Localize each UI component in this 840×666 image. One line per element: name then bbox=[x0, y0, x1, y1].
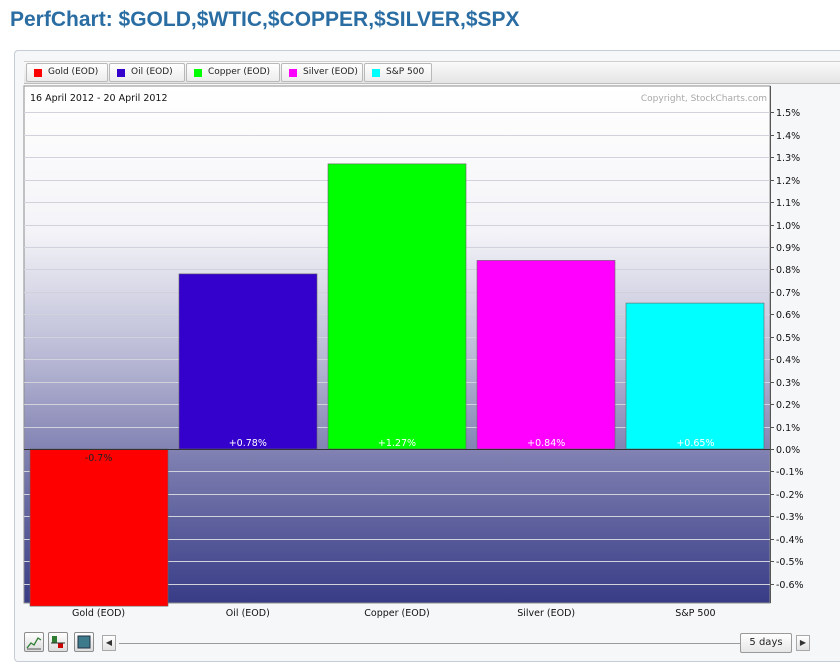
legend-item[interactable]: Gold (EOD) bbox=[26, 63, 108, 82]
bar-value-label: -0.7% bbox=[85, 453, 113, 464]
axes bbox=[24, 86, 774, 603]
legend-swatch bbox=[289, 69, 297, 77]
y-tick-label: -0.5% bbox=[776, 557, 804, 568]
y-tick-label: -0.2% bbox=[776, 490, 804, 501]
y-tick-label: 0.1% bbox=[776, 423, 800, 434]
page-title: PerfChart: $GOLD,$WTIC,$COPPER,$SILVER,$… bbox=[10, 8, 520, 31]
y-tick-label: 1.4% bbox=[776, 131, 800, 142]
legend-item[interactable]: S&P 500 bbox=[364, 63, 432, 82]
bar-value-label: +0.65% bbox=[676, 438, 714, 449]
legend-item[interactable]: Silver (EOD) bbox=[281, 63, 363, 82]
date-range-label: 16 April 2012 - 20 April 2012 bbox=[30, 93, 168, 104]
scroll-track[interactable] bbox=[119, 643, 744, 644]
y-tick-label: 1.1% bbox=[776, 198, 800, 209]
x-tick-label: Oil (EOD) bbox=[226, 608, 270, 619]
y-tick-label: -0.4% bbox=[776, 535, 804, 546]
legend-swatch bbox=[34, 69, 42, 77]
legend-label: Oil (EOD) bbox=[131, 67, 173, 77]
labels: 1.5% 1.4% 1.3% 1.2% 1.1% 1.0% 0.9% 0.8% 0.7% 0.6%… bbox=[30, 93, 804, 619]
line-chart-icon[interactable] bbox=[24, 632, 44, 652]
y-tick-label: 0.9% bbox=[776, 243, 800, 254]
y-tick-label: -0.1% bbox=[776, 467, 804, 478]
y-tick-label: 1.3% bbox=[776, 153, 800, 164]
scroll-left-button[interactable]: ◀ bbox=[102, 635, 116, 651]
y-tick-label: 0.6% bbox=[776, 310, 800, 321]
x-tick-label: Gold (EOD) bbox=[72, 608, 125, 619]
legend-swatch bbox=[117, 69, 125, 77]
y-tick-label: 0.3% bbox=[776, 378, 800, 389]
legend-label: S&P 500 bbox=[386, 67, 425, 77]
scroll-right-button[interactable]: ▶ bbox=[796, 635, 810, 651]
legend-label: Silver (EOD) bbox=[303, 67, 358, 77]
bar-value-label: +0.78% bbox=[229, 438, 267, 449]
y-tick-label: -0.3% bbox=[776, 512, 804, 523]
y-tick-label: 0.0% bbox=[776, 445, 800, 456]
legend-label: Copper (EOD) bbox=[208, 67, 271, 77]
bar bbox=[29, 448, 169, 607]
x-tick-label: S&P 500 bbox=[675, 608, 715, 619]
y-tick-label: 1.2% bbox=[776, 176, 800, 187]
y-tick-label: 0.4% bbox=[776, 355, 800, 366]
bar bbox=[476, 260, 616, 450]
x-tick-label: Copper (EOD) bbox=[364, 608, 429, 619]
range-button[interactable]: 5 days bbox=[740, 633, 792, 653]
bar bbox=[625, 302, 765, 450]
legend-swatch bbox=[372, 69, 380, 77]
bar bbox=[327, 163, 467, 450]
y-tick-label: 0.2% bbox=[776, 400, 800, 411]
copyright-label: Copyright, StockCharts.com bbox=[641, 94, 767, 104]
y-tick-label: 1.0% bbox=[776, 221, 800, 232]
y-tick-label: 1.5% bbox=[776, 108, 800, 119]
y-tick-label: 0.8% bbox=[776, 265, 800, 276]
bar-value-label: +1.27% bbox=[378, 438, 416, 449]
x-tick-label: Silver (EOD) bbox=[517, 608, 575, 619]
bar bbox=[178, 273, 318, 450]
bars bbox=[29, 163, 765, 607]
panel-icon[interactable] bbox=[74, 632, 94, 652]
histogram-icon[interactable] bbox=[48, 632, 68, 652]
toolbar: ◀ 5 days ▶ bbox=[24, 632, 816, 654]
y-tick-label: -0.6% bbox=[776, 580, 804, 591]
legend-item[interactable]: Oil (EOD) bbox=[109, 63, 185, 82]
legend-swatch bbox=[194, 69, 202, 77]
bar-value-label: +0.84% bbox=[527, 438, 565, 449]
legend-label: Gold (EOD) bbox=[48, 67, 99, 77]
legend-item[interactable]: Copper (EOD) bbox=[186, 63, 280, 82]
y-tick-label: 0.7% bbox=[776, 288, 800, 299]
y-tick-label: 0.5% bbox=[776, 333, 800, 344]
